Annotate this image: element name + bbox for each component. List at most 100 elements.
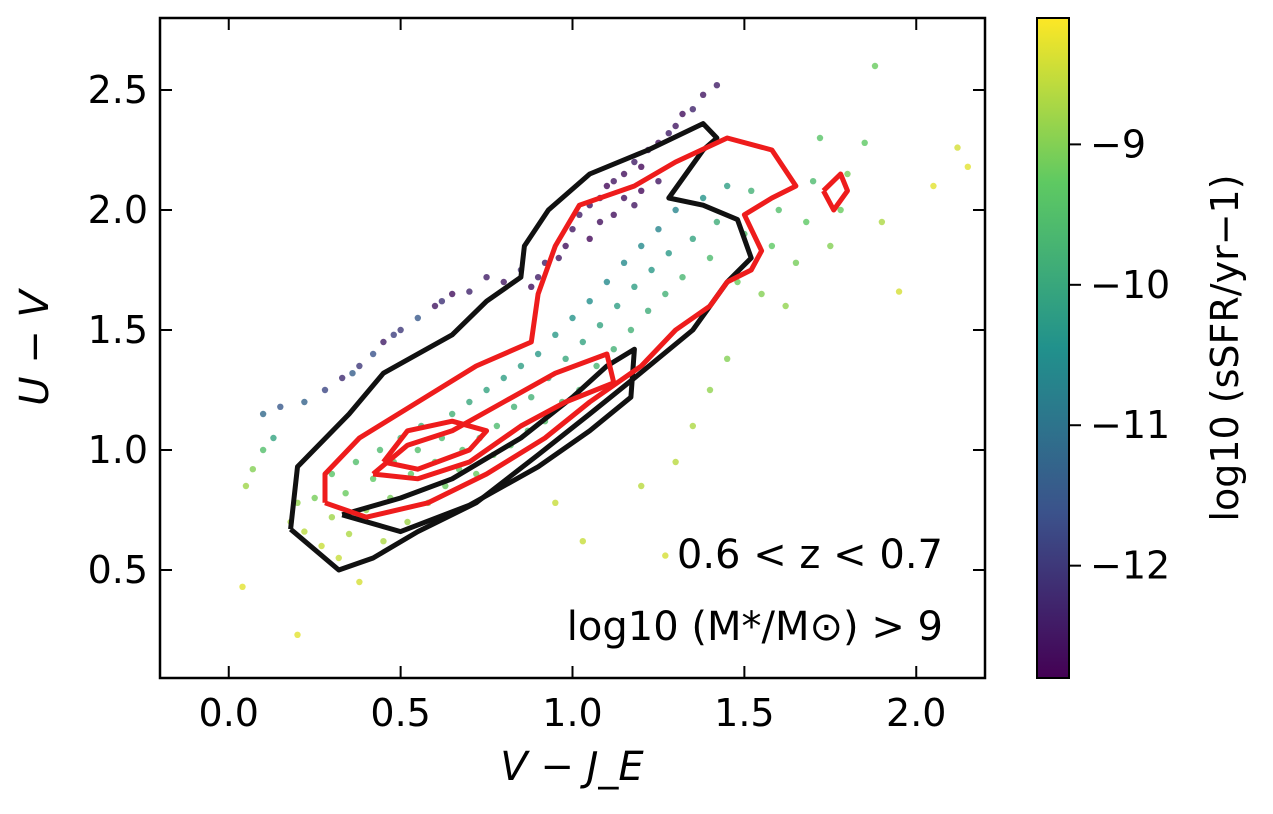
scatter-point [328,514,336,521]
contour-line [322,135,799,520]
x-tick-label: 0.0 [199,691,259,735]
scatter-point [665,130,672,137]
mass-annotation: log10 (M*/M⊙) > 9 [567,604,943,650]
scatter-point [528,283,535,290]
scatter-point [662,552,669,559]
x-tick-label: 2.0 [886,691,946,735]
scatter-point [328,470,336,478]
scatter-point [356,362,363,370]
scatter-point [380,538,387,545]
scatter-point [610,178,617,185]
scatter-point [638,163,645,170]
scatter-point [593,362,600,370]
scatter-point [837,206,844,214]
scatter-point [586,298,593,305]
scatter-point [345,530,353,538]
scatter-point [644,307,652,314]
scatter-point [844,170,851,178]
scatter-point [294,631,301,638]
scatter-point [723,182,731,190]
x-tick-label: 0.5 [370,691,430,735]
colorbar [1036,17,1070,679]
scatter-point [816,134,824,142]
scatter-point [534,274,542,281]
scatter-point [552,499,559,506]
scatter-point [466,288,473,295]
scatter-point [803,218,810,226]
scatter-point [627,326,635,334]
scatter-point [483,386,490,394]
scatter-point [555,254,562,262]
scatter-point [679,110,686,118]
scatter-point [672,458,679,466]
scatter-point [827,242,834,250]
scatter-point [699,194,707,202]
y-tick-label: 2.0 [88,188,148,232]
y-axis-label: U − V [12,288,58,406]
scatter-point [349,370,356,377]
contour-line [371,351,617,482]
scatter-point [782,302,789,310]
y-tick-label: 0.5 [88,548,148,592]
contour-line [341,346,637,535]
scatter-points [239,62,972,638]
scatter-point [517,362,525,370]
scatter-point [706,254,714,262]
scatter-point [672,206,679,214]
colorbar-tick-label: −12 [1090,544,1170,588]
scatter-point [713,218,721,226]
scatter-point [631,202,638,209]
scatter-point [562,355,569,362]
scatter-point [534,350,542,358]
scatter-point [483,274,490,281]
scatter-point [689,235,697,242]
plot-frame [158,16,987,680]
scatter-point [620,170,628,178]
scatter-point [448,290,456,298]
scatter-point [369,350,377,358]
scatter-point [758,290,765,298]
scatter-point [596,218,604,226]
scatter-point [748,187,755,194]
scatter-point [466,398,473,406]
scatter-point [277,403,284,410]
x-tick-label: 1.5 [714,691,774,735]
scatter-point [242,482,250,490]
scatter-point [665,250,672,257]
scatter-point [239,583,246,590]
scatter-point [562,242,569,250]
scatter-point [414,314,422,322]
y-tick-label: 1.0 [88,428,148,472]
scatter-point [301,398,308,406]
scatter-point [662,290,669,298]
colorbar-tick-label: −11 [1090,403,1170,447]
scatter-point [679,274,686,281]
scatter-point [631,158,638,166]
scatter-point [335,554,342,562]
scatter-point [569,314,576,322]
scatter-point [871,62,879,70]
scatter-point [895,288,903,295]
colorbar-tick-label: −10 [1090,263,1170,307]
colorbar-tick-label: −9 [1090,122,1146,166]
y-tick-label: 1.5 [88,308,148,352]
scatter-point [414,446,422,454]
scatter-point [342,490,349,497]
scatter-point [930,182,937,190]
scatter-point [603,278,611,286]
scatter-point [369,475,377,482]
scatter-point [689,422,697,430]
scatter-point [318,542,325,550]
scatter-point [579,538,587,545]
scatter-point [792,259,800,266]
x-axis-label: V − J_E [500,744,644,790]
scatter-point [510,403,518,410]
scatter-point [321,386,329,394]
scatter-point [655,178,662,185]
scatter-point [586,235,593,242]
scatter-point [672,122,679,130]
scatter-point [397,326,404,334]
scatter-point [809,178,817,185]
